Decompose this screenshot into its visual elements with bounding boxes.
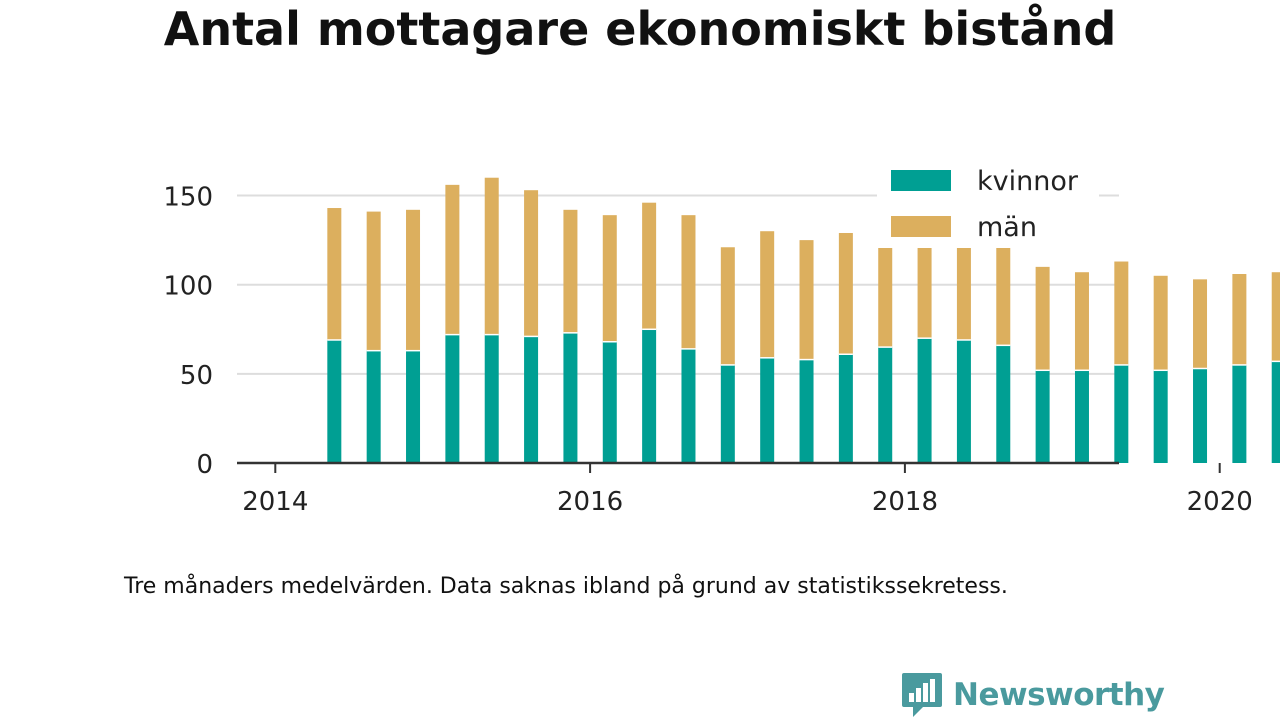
- x-tick-label: 2020: [1187, 487, 1253, 517]
- bar-kvinnor: [445, 334, 460, 463]
- y-tick-label: 50: [180, 361, 213, 391]
- bar-kvinnor: [956, 339, 971, 463]
- bar-man: [1074, 272, 1089, 371]
- x-tick-label: 2014: [242, 487, 308, 517]
- bar-man: [642, 202, 657, 330]
- chart-title: Antal mottagare ekonomiskt bistånd: [163, 2, 1117, 56]
- bar-man: [524, 190, 539, 337]
- newsworthy-bar-chart-icon: [902, 673, 942, 717]
- brand-name: Newsworthy: [953, 677, 1165, 713]
- y-tick-label: 100: [163, 272, 213, 302]
- y-tick-label: 0: [196, 450, 213, 480]
- bar-kvinnor: [1193, 368, 1208, 463]
- bar-man: [327, 208, 342, 340]
- bar-man: [602, 215, 617, 342]
- bar-kvinnor: [799, 359, 814, 463]
- bar-kvinnor: [366, 350, 381, 463]
- bar-kvinnor: [878, 347, 893, 463]
- legend-swatch-kvinnor: [891, 170, 951, 191]
- bar-man: [563, 209, 578, 333]
- bar-man: [1193, 279, 1208, 369]
- bar-man: [1035, 266, 1050, 371]
- x-tick-label: 2018: [872, 487, 938, 517]
- bar-kvinnor: [1035, 370, 1050, 463]
- bar-kvinnor: [602, 341, 617, 463]
- bar-kvinnor: [1153, 370, 1168, 463]
- bar-kvinnor: [524, 336, 539, 463]
- bar-man: [838, 232, 853, 355]
- bar-kvinnor: [1232, 364, 1247, 463]
- bar-man: [878, 225, 893, 348]
- legend-swatch-man: [891, 216, 951, 237]
- bar-man: [681, 215, 696, 349]
- bar-man: [445, 184, 460, 335]
- bar-kvinnor: [484, 334, 499, 463]
- bar-man: [760, 231, 775, 358]
- bar-man: [996, 227, 1011, 346]
- bar-man: [406, 209, 421, 351]
- bar-kvinnor: [1074, 370, 1089, 463]
- bar-kvinnor: [720, 364, 735, 463]
- bar-kvinnor: [996, 345, 1011, 463]
- bar-kvinnor: [563, 332, 578, 463]
- bar-man: [366, 211, 381, 351]
- chart: 050100150201420162018202020222024kvinnor…: [163, 166, 1280, 517]
- x-tick-label: 2016: [557, 487, 623, 517]
- brand-logo[interactable]: Newsworthy: [901, 670, 1165, 720]
- y-tick-label: 150: [163, 183, 213, 213]
- bar-man: [1114, 261, 1129, 365]
- chart-note: Tre månaders medelvärden. Data saknas ib…: [124, 574, 1008, 599]
- legend-label-man: män: [977, 212, 1037, 243]
- bar-kvinnor: [1271, 361, 1280, 463]
- bar-kvinnor: [642, 329, 657, 463]
- bar-man: [1232, 274, 1247, 365]
- bar-man: [1271, 272, 1280, 362]
- bar-kvinnor: [327, 339, 342, 463]
- bar-kvinnor: [406, 350, 421, 463]
- bar-man: [720, 247, 735, 365]
- bar-kvinnor: [838, 354, 853, 463]
- legend-label-kvinnor: kvinnor: [977, 166, 1079, 197]
- bar-man: [1153, 275, 1168, 371]
- bar-kvinnor: [681, 348, 696, 463]
- bar-kvinnor: [1114, 364, 1129, 463]
- bar-man: [799, 240, 814, 360]
- bar-man: [484, 177, 499, 335]
- bar-kvinnor: [760, 357, 775, 463]
- bar-kvinnor: [917, 338, 932, 463]
